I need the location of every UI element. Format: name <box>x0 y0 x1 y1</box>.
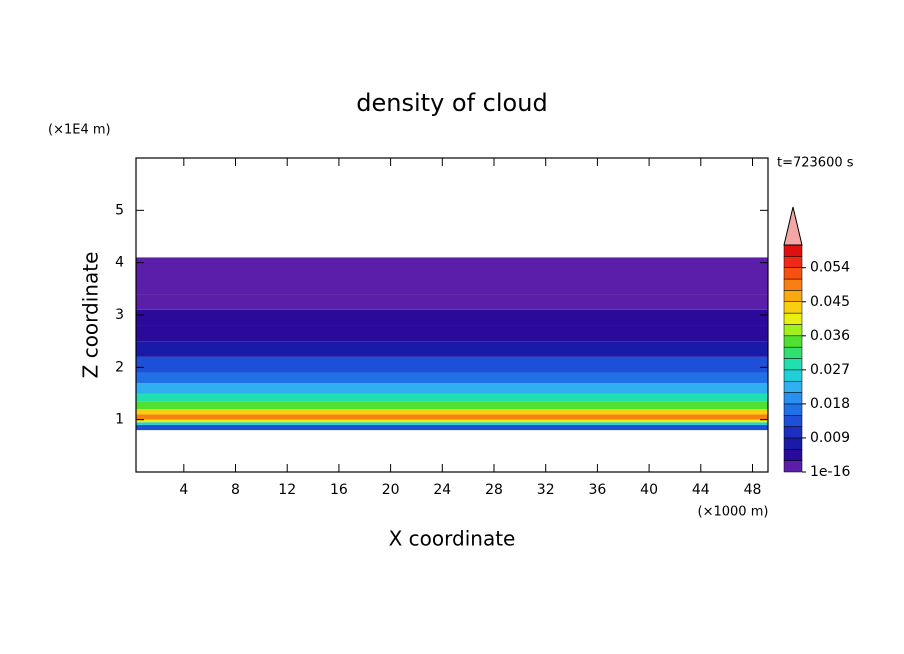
colorbar-swatch <box>783 415 803 427</box>
field-band <box>136 409 768 415</box>
colorbar-swatch <box>783 324 803 337</box>
x-tick-label: 20 <box>382 482 400 498</box>
colorbar-label: 0.036 <box>810 328 850 344</box>
field-band <box>136 372 768 384</box>
y-axis-label: Z coordinate <box>79 252 103 379</box>
x-unit: (×1000 m) <box>698 505 769 520</box>
y-tick-label: 4 <box>115 255 124 271</box>
field-band <box>136 294 768 310</box>
y-unit: (×1E4 m) <box>48 123 111 138</box>
field-band <box>136 383 768 394</box>
field-band <box>136 309 768 326</box>
colorbar-swatch <box>783 449 803 461</box>
colorbar-label: 0.009 <box>810 430 850 446</box>
x-tick-label: 12 <box>278 482 296 498</box>
x-tick-label: 40 <box>640 482 658 498</box>
field-band <box>136 393 768 402</box>
y-tick-label: 2 <box>115 359 124 375</box>
colorbar-swatch <box>783 244 803 257</box>
field-band <box>136 422 768 425</box>
colorbar-swatch <box>783 403 803 416</box>
x-tick-label: 36 <box>588 482 606 498</box>
annotation: t=723600 s <box>777 156 854 171</box>
x-tick-label: 16 <box>330 482 348 498</box>
field-band <box>136 325 768 342</box>
colorbar-swatch <box>783 426 803 439</box>
colorbar-label: 0.045 <box>810 294 850 310</box>
colorbar-swatch <box>783 358 803 371</box>
y-tick-label: 3 <box>115 307 124 323</box>
colorbar-swatch <box>783 301 803 314</box>
field-band <box>136 341 768 357</box>
colorbar-swatch <box>783 460 803 473</box>
x-tick-label: 48 <box>744 482 762 498</box>
colorbar-swatch <box>783 392 803 405</box>
field-band <box>136 257 768 295</box>
y-tick-label: 5 <box>115 202 124 218</box>
colorbar-extend <box>783 206 803 246</box>
colorbar-swatch <box>783 278 803 291</box>
colorbar-swatch <box>783 290 803 302</box>
field-band <box>136 401 768 410</box>
x-tick-label: 44 <box>692 482 710 498</box>
field-band <box>136 424 768 431</box>
colorbar-swatch <box>783 312 803 325</box>
colorbar-label: 0.027 <box>810 362 850 378</box>
colorbar-swatch <box>783 369 803 382</box>
x-tick-label: 28 <box>485 482 503 498</box>
field-band <box>136 419 768 423</box>
colorbar-swatch <box>783 267 803 280</box>
x-axis-label: X coordinate <box>389 527 516 551</box>
colorbar-swatch <box>783 335 803 348</box>
colorbar-swatch <box>783 256 803 268</box>
field-band <box>136 356 768 373</box>
x-tick-label: 8 <box>231 482 240 498</box>
colorbar-label: 1e-16 <box>810 464 850 480</box>
y-tick-label: 1 <box>115 412 124 428</box>
x-tick-label: 24 <box>433 482 451 498</box>
chart-title: density of cloud <box>356 89 547 117</box>
colorbar-swatch <box>783 346 803 359</box>
x-tick-label: 32 <box>537 482 555 498</box>
colorbar-label: 0.018 <box>810 396 850 412</box>
field-band <box>136 414 768 420</box>
colorbar-swatch <box>783 437 803 450</box>
colorbar-label: 0.054 <box>810 260 850 276</box>
colorbar-swatch <box>783 380 803 393</box>
x-tick-label: 4 <box>179 482 188 498</box>
